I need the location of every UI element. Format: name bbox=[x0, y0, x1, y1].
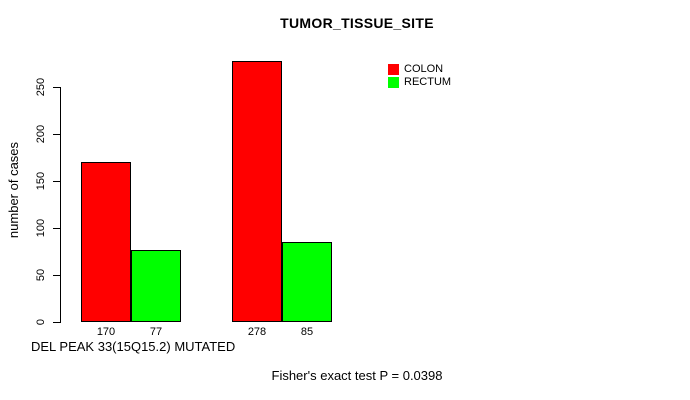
legend-label: COLON bbox=[404, 63, 444, 75]
y-tick-mark bbox=[53, 134, 60, 135]
y-tick-label: 0 bbox=[35, 318, 47, 326]
y-tick-label: 150 bbox=[35, 171, 47, 191]
legend-swatch-colon bbox=[388, 64, 399, 75]
y-tick-label: 200 bbox=[35, 124, 47, 144]
legend-item-colon: COLON bbox=[388, 63, 451, 76]
bar-rectum-group2 bbox=[282, 242, 332, 322]
x-axis-label: DEL PEAK 33(15Q15.2) MUTATED bbox=[31, 339, 236, 354]
legend: COLON RECTUM bbox=[388, 63, 451, 89]
bar-colon-group2 bbox=[232, 61, 282, 322]
bar-value-label: 170 bbox=[96, 326, 116, 338]
stat-annotation: Fisher's exact test P = 0.0398 bbox=[271, 368, 443, 383]
bar-value-label: 77 bbox=[149, 326, 163, 338]
y-tick-mark bbox=[53, 181, 60, 182]
y-tick-mark bbox=[53, 87, 60, 88]
y-axis-line bbox=[60, 87, 61, 323]
bar-rectum-group1 bbox=[131, 250, 181, 322]
y-tick-label: 50 bbox=[35, 268, 47, 282]
y-tick-mark bbox=[53, 322, 60, 323]
bar-colon-group1 bbox=[81, 162, 131, 322]
y-tick-label: 250 bbox=[35, 77, 47, 97]
bar-value-label: 278 bbox=[247, 326, 267, 338]
y-tick-mark bbox=[53, 275, 60, 276]
chart-title: TUMOR_TISSUE_SITE bbox=[280, 15, 434, 31]
legend-swatch-rectum bbox=[388, 77, 399, 88]
legend-label: RECTUM bbox=[404, 76, 452, 88]
legend-item-rectum: RECTUM bbox=[388, 76, 451, 89]
y-axis-title: number of cases bbox=[6, 141, 21, 239]
y-tick-mark bbox=[53, 228, 60, 229]
bar-value-label: 85 bbox=[300, 326, 314, 338]
y-tick-label: 100 bbox=[35, 218, 47, 238]
